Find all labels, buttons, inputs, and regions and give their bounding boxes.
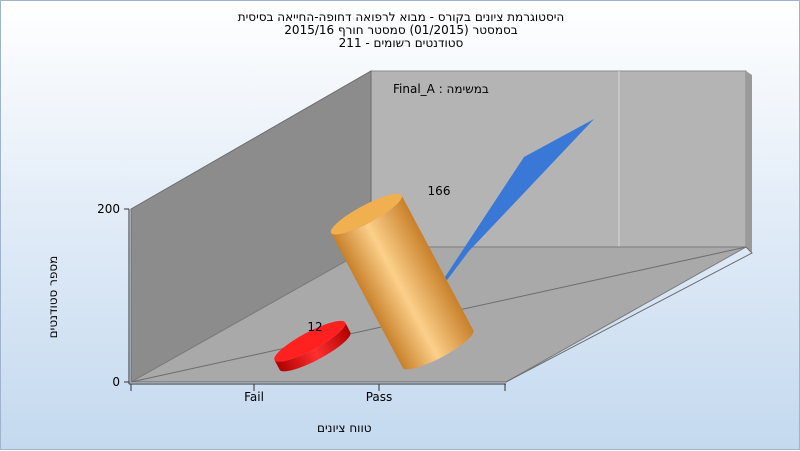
- chart-title-line-2: בסמסטר (01/2015) סמסטר חורף 2015/16: [284, 23, 518, 37]
- back-wall: [370, 70, 747, 248]
- x-axis-label: טווח ציונים: [317, 421, 372, 435]
- bar-fail-body: [274, 322, 351, 372]
- legend-label: במשימה : Final_A: [393, 82, 489, 96]
- chart-title: היסטוגרמת ציונים בקורס - מבוא לרפואה דחו…: [1, 11, 800, 50]
- bar-pass-top: [330, 193, 402, 235]
- data-label-pass: 166: [428, 184, 451, 198]
- bar-pass: [330, 193, 474, 370]
- bars-group: [274, 193, 474, 372]
- x-tick-label-pass: Pass: [366, 390, 393, 404]
- right-edge: [746, 71, 752, 253]
- chart-title-line-3: סטודנטים רשומים - 211: [338, 36, 464, 50]
- y-axis-label: מספר סטודנטים: [46, 255, 60, 339]
- chart-title-line-1: היסטוגרמת ציונים בקורס - מבוא לרפואה דחו…: [237, 10, 565, 24]
- floor-front-edge: [130, 246, 753, 383]
- x-tick-label-fail: Fail: [244, 390, 264, 404]
- y-tick-label-0: 0: [112, 375, 120, 389]
- bar-fail-top: [274, 320, 346, 362]
- bar-fail: [274, 320, 351, 372]
- y-tick-label-200: 200: [97, 202, 120, 216]
- bar-pass-body: [330, 195, 474, 370]
- data-label-fail: 12: [307, 320, 322, 334]
